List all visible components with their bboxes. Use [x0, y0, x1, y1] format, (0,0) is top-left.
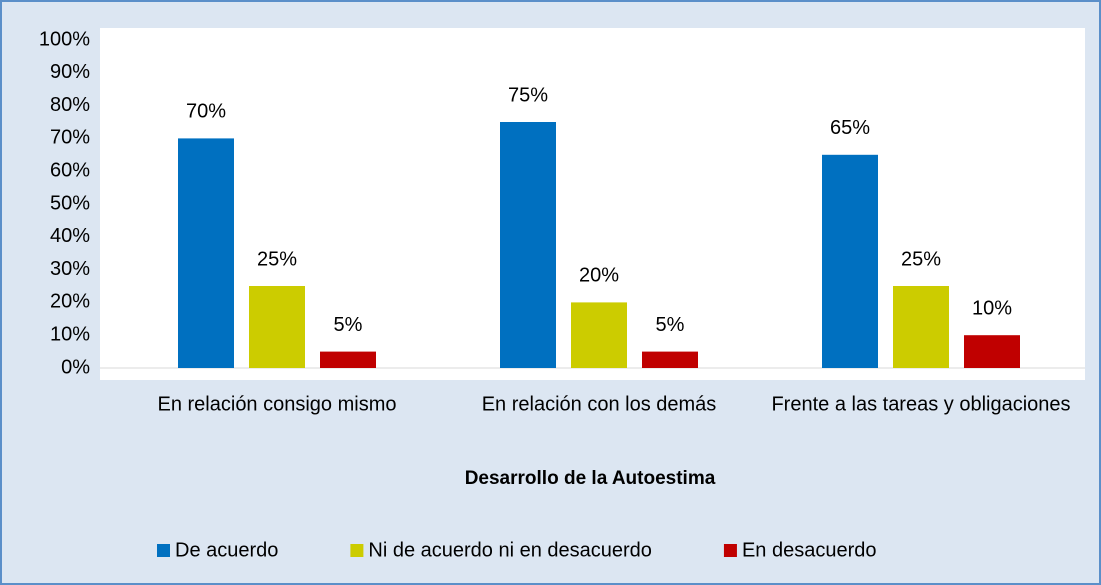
y-tick-label: 80%: [50, 94, 90, 116]
y-tick-label: 50%: [50, 192, 90, 214]
y-tick-label: 0%: [61, 356, 90, 378]
bar: [822, 154, 878, 368]
bar: [571, 302, 627, 368]
data-label: 25%: [257, 248, 297, 270]
legend-label: En desacuerdo: [742, 539, 877, 561]
x-axis-title: Desarrollo de la Autoestima: [465, 468, 716, 489]
data-label: 65%: [830, 117, 870, 139]
y-tick-label: 40%: [50, 225, 90, 247]
data-label: 20%: [579, 265, 619, 287]
legend-label: De acuerdo: [175, 539, 278, 561]
bar: [178, 138, 234, 368]
bar: [320, 351, 376, 368]
x-tick-label: Frente a las tareas y obligaciones: [771, 393, 1070, 415]
bar: [964, 335, 1020, 368]
y-tick-label: 90%: [50, 61, 90, 83]
data-label: 5%: [656, 314, 685, 336]
data-label: 5%: [334, 314, 363, 336]
legend-swatch: [157, 544, 170, 557]
y-tick-label: 70%: [50, 127, 90, 149]
y-tick-label: 20%: [50, 291, 90, 313]
legend-swatch: [350, 544, 364, 557]
x-tick-label: En relación consigo mismo: [158, 393, 397, 415]
y-tick-label: 60%: [50, 159, 90, 181]
bar: [893, 286, 949, 368]
bar: [642, 351, 698, 368]
bar: [500, 122, 556, 368]
bar: [249, 286, 305, 368]
data-label: 75%: [508, 84, 548, 106]
y-tick-label: 100%: [39, 28, 90, 50]
x-tick-label: En relación con los demás: [482, 393, 717, 415]
y-tick-label: 10%: [50, 323, 90, 345]
data-label: 25%: [901, 248, 941, 270]
legend-swatch: [723, 544, 737, 557]
legend-label: Ni de acuerdo ni en desacuerdo: [368, 539, 652, 561]
data-label: 10%: [972, 297, 1012, 319]
y-tick-label: 30%: [50, 258, 90, 280]
data-label: 70%: [186, 101, 226, 123]
